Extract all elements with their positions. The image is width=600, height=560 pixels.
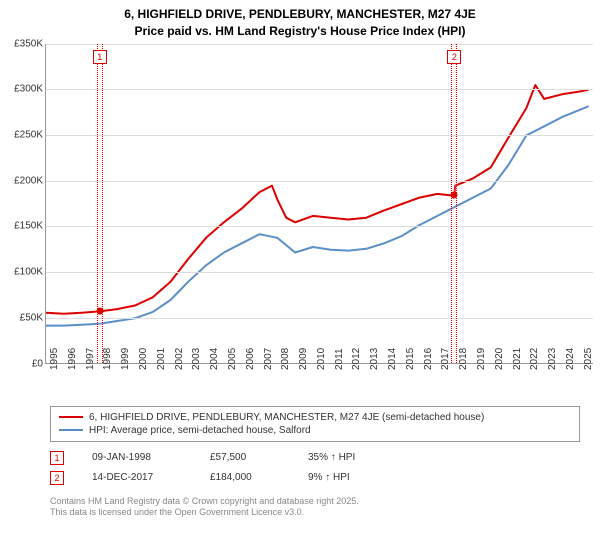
y-axis-label: £50K — [5, 312, 43, 323]
chart-area: 12 £0£50K£100K£150K£200K£250K£300K£350K1… — [5, 42, 595, 402]
chart-container: 6, HIGHFIELD DRIVE, PENDLEBURY, MANCHEST… — [0, 0, 600, 560]
plot-region: 12 — [45, 44, 593, 364]
x-axis-label: 2015 — [405, 347, 416, 369]
legend-row: HPI: Average price, semi-detached house,… — [59, 424, 571, 437]
footer-attribution: Contains HM Land Registry data © Crown c… — [50, 496, 580, 519]
sale-price: £184,000 — [210, 472, 280, 483]
x-axis-label: 2023 — [547, 347, 558, 369]
x-axis-label: 2022 — [529, 347, 540, 369]
x-axis-label: 2013 — [369, 347, 380, 369]
legend-swatch-hpi — [59, 429, 83, 431]
gridline-h — [46, 272, 593, 273]
legend-box: 6, HIGHFIELD DRIVE, PENDLEBURY, MANCHEST… — [50, 406, 580, 442]
legend-label-property: 6, HIGHFIELD DRIVE, PENDLEBURY, MANCHEST… — [89, 412, 484, 423]
series-property — [46, 85, 589, 314]
x-axis-label: 1995 — [49, 347, 60, 369]
gridline-h — [46, 135, 593, 136]
sale-point — [96, 308, 103, 315]
x-axis-label: 1997 — [85, 347, 96, 369]
x-axis-label: 2009 — [298, 347, 309, 369]
sale-price: £57,500 — [210, 452, 280, 463]
y-axis-label: £350K — [5, 38, 43, 49]
x-axis-label: 2007 — [263, 347, 274, 369]
x-axis-label: 2017 — [440, 347, 451, 369]
sales-block: 1 09-JAN-1998 £57,500 35% ↑ HPI 2 14-DEC… — [50, 448, 580, 488]
x-axis-label: 2003 — [191, 347, 202, 369]
legend-label-hpi: HPI: Average price, semi-detached house,… — [89, 425, 311, 436]
sale-row: 1 09-JAN-1998 £57,500 35% ↑ HPI — [50, 448, 580, 468]
x-axis-label: 2001 — [156, 347, 167, 369]
y-axis-label: £0 — [5, 358, 43, 369]
y-axis-label: £300K — [5, 84, 43, 95]
x-axis-label: 2010 — [316, 347, 327, 369]
title-block: 6, HIGHFIELD DRIVE, PENDLEBURY, MANCHEST… — [0, 0, 600, 42]
sale-marker-label: 2 — [447, 50, 461, 64]
x-axis-label: 2018 — [458, 347, 469, 369]
sale-point — [451, 192, 458, 199]
x-axis-label: 1999 — [120, 347, 131, 369]
x-axis-label: 2004 — [209, 347, 220, 369]
sale-date: 09-JAN-1998 — [92, 452, 182, 463]
x-axis-label: 2020 — [494, 347, 505, 369]
sale-marker-label: 1 — [93, 50, 107, 64]
legend-row: 6, HIGHFIELD DRIVE, PENDLEBURY, MANCHEST… — [59, 411, 571, 424]
x-axis-label: 2014 — [387, 347, 398, 369]
y-axis-label: £100K — [5, 267, 43, 278]
gridline-h — [46, 318, 593, 319]
sale-date: 14-DEC-2017 — [92, 472, 182, 483]
y-axis-label: £150K — [5, 221, 43, 232]
x-axis-label: 2000 — [138, 347, 149, 369]
x-axis-label: 2025 — [583, 347, 594, 369]
sale-badge: 2 — [50, 471, 64, 485]
y-axis-label: £250K — [5, 130, 43, 141]
title-line1: 6, HIGHFIELD DRIVE, PENDLEBURY, MANCHEST… — [10, 6, 590, 23]
title-line2: Price paid vs. HM Land Registry's House … — [10, 23, 590, 40]
x-axis-label: 1996 — [67, 347, 78, 369]
footer-line1: Contains HM Land Registry data © Crown c… — [50, 496, 580, 508]
sale-marker-band — [451, 44, 457, 363]
x-axis-label: 2011 — [334, 348, 345, 370]
x-axis-label: 2021 — [512, 347, 523, 369]
x-axis-label: 2012 — [351, 347, 362, 369]
legend-swatch-property — [59, 416, 83, 418]
gridline-h — [46, 44, 593, 45]
x-axis-label: 1998 — [102, 347, 113, 369]
footer-line2: This data is licensed under the Open Gov… — [50, 507, 580, 519]
x-axis-label: 2024 — [565, 347, 576, 369]
x-axis-label: 2005 — [227, 347, 238, 369]
x-axis-label: 2006 — [245, 347, 256, 369]
sale-diff: 35% ↑ HPI — [308, 452, 355, 463]
sale-marker-band — [97, 44, 103, 363]
line-series-svg — [46, 44, 594, 364]
sale-diff: 9% ↑ HPI — [308, 472, 350, 483]
sale-row: 2 14-DEC-2017 £184,000 9% ↑ HPI — [50, 468, 580, 488]
gridline-h — [46, 181, 593, 182]
x-axis-label: 2002 — [174, 347, 185, 369]
gridline-h — [46, 226, 593, 227]
x-axis-label: 2019 — [476, 347, 487, 369]
x-axis-label: 2008 — [280, 347, 291, 369]
gridline-h — [46, 89, 593, 90]
x-axis-label: 2016 — [423, 347, 434, 369]
y-axis-label: £200K — [5, 175, 43, 186]
sale-badge: 1 — [50, 451, 64, 465]
